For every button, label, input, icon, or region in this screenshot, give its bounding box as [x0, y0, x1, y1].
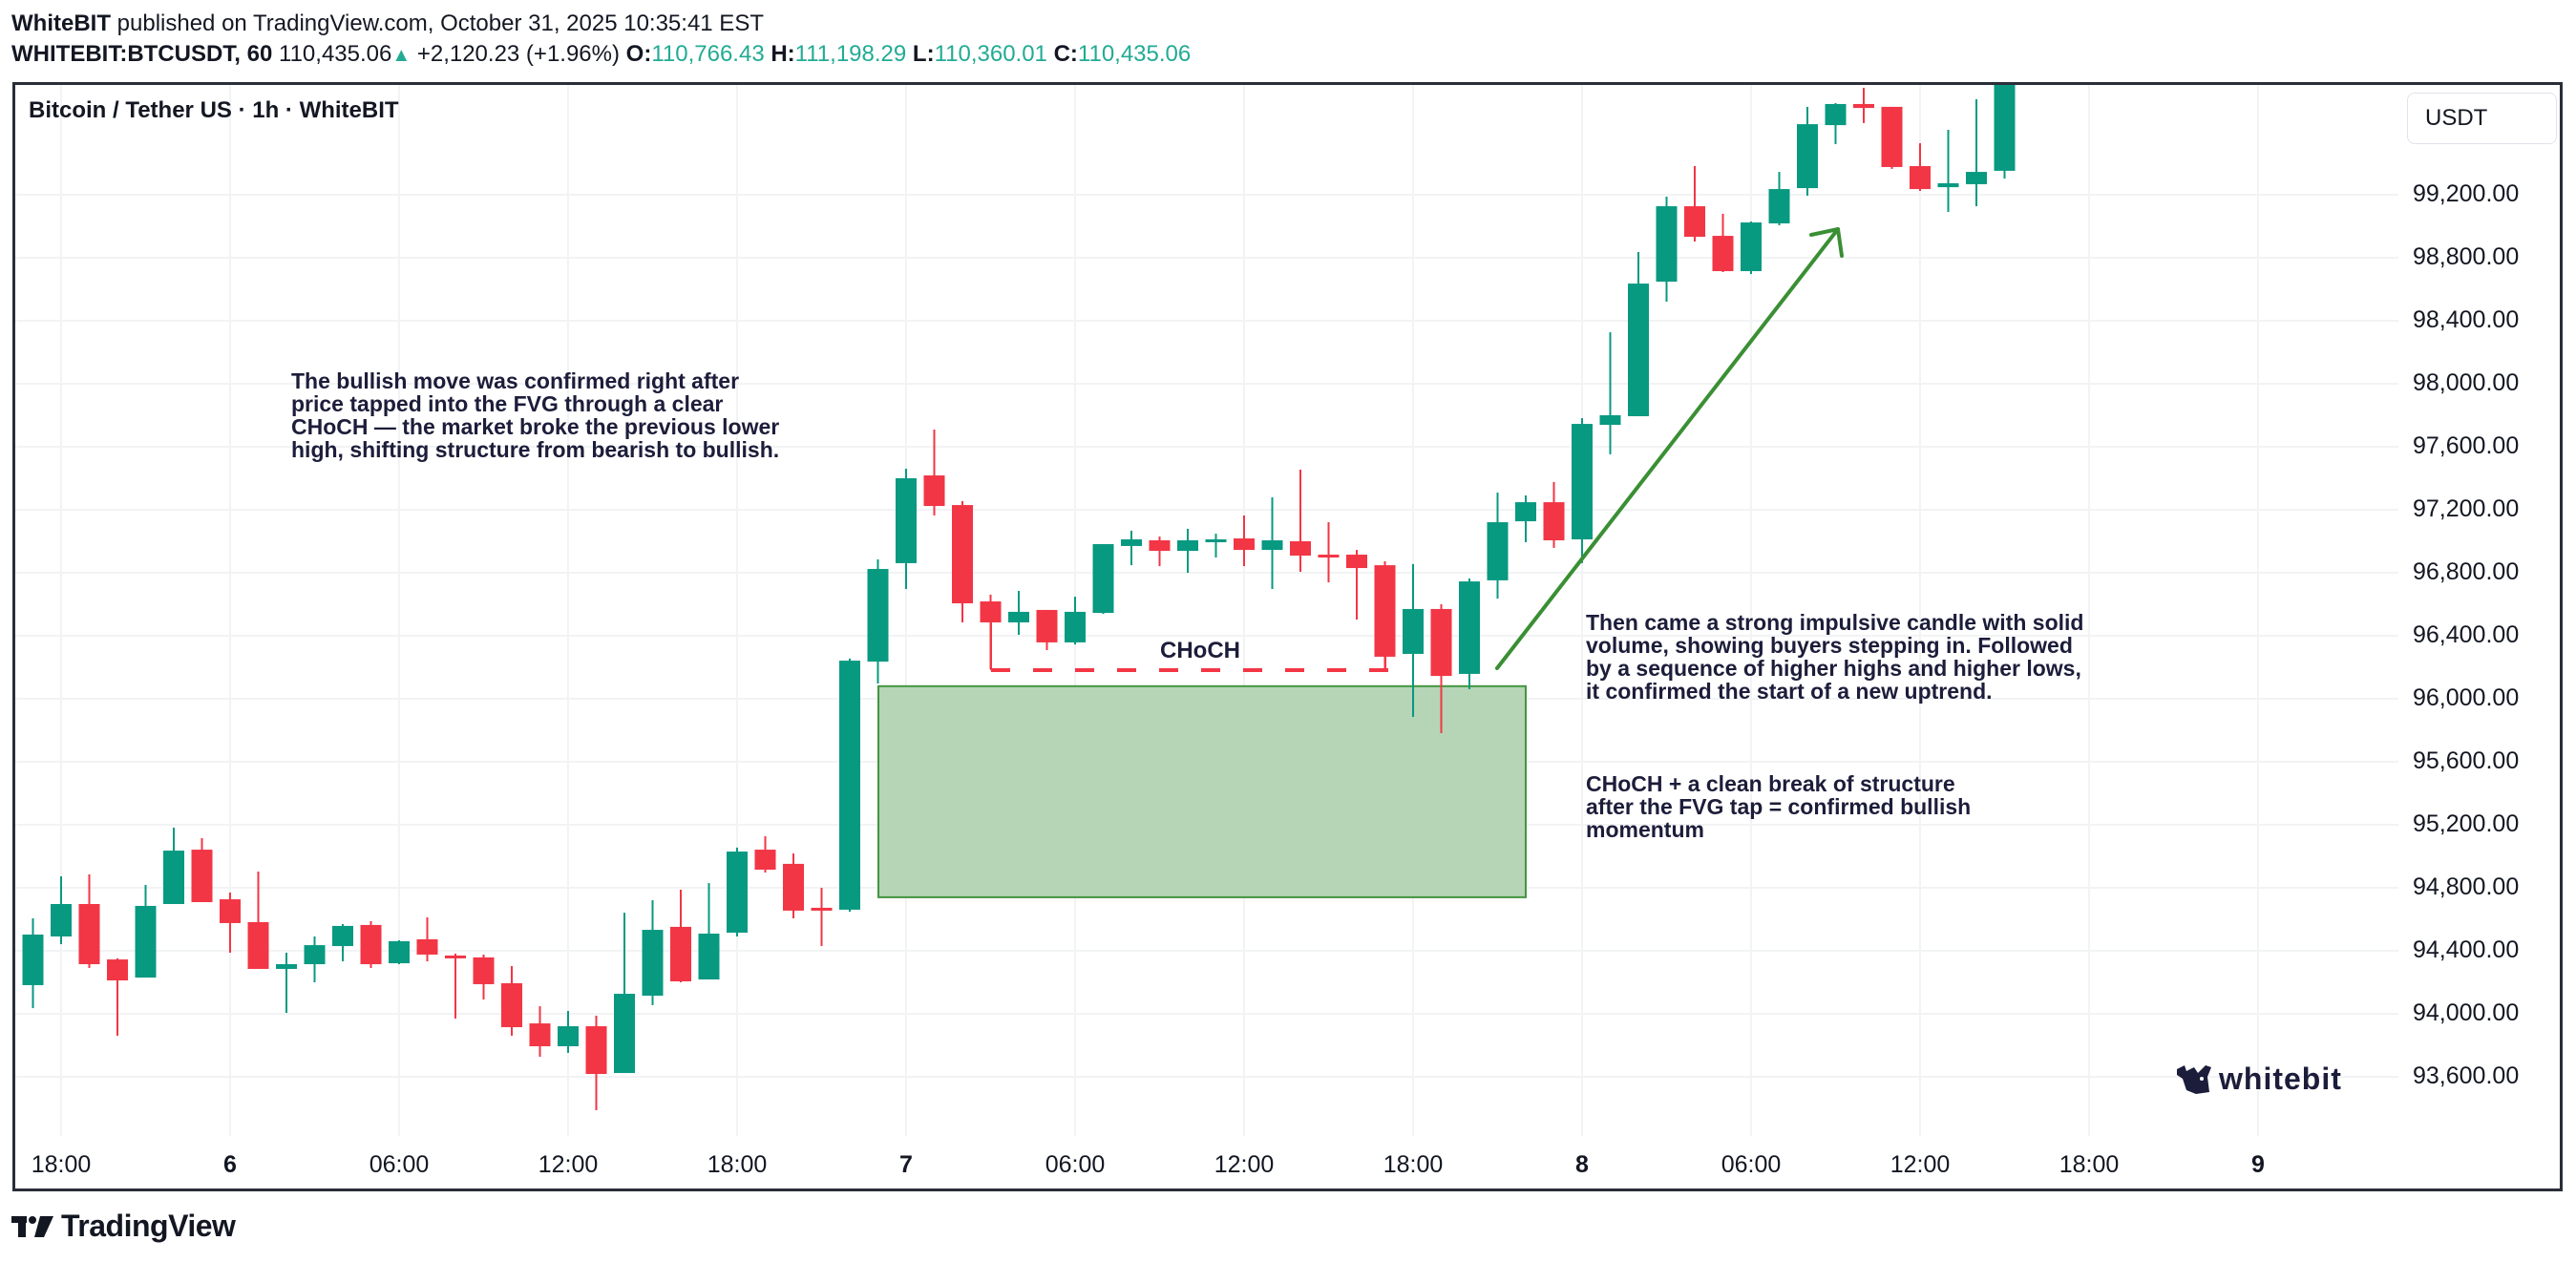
symbol-info-bar: WHITEBIT:BTCUSDT, 60 110,435.06▲ +2,120.… — [11, 40, 1191, 70]
time-tick-label: 18:00 — [707, 1151, 768, 1178]
choch-label: CHoCH — [1160, 638, 1240, 663]
price-tick-label: 98,800.00 — [2413, 243, 2520, 270]
whitebit-logo-icon — [2177, 1064, 2211, 1094]
publish-info: WhiteBIT published on TradingView.com, O… — [11, 10, 764, 38]
annotation-right-top: Then came a strong impulsive candle with… — [1586, 610, 2084, 704]
price-tick-label: 97,200.00 — [2413, 495, 2520, 522]
published-text: published on TradingView.com, October 31… — [110, 11, 764, 36]
up-arrow-icon: ▲ — [391, 45, 412, 66]
annotation-right-bottom: CHoCH + a clean break of structure after… — [1586, 771, 1972, 842]
annotation-left: The bullish move was confirmed right aft… — [291, 368, 780, 462]
time-tick-label: 7 — [899, 1151, 913, 1178]
time-tick-label: 18:00 — [1383, 1151, 1444, 1178]
price-tick-label: 97,600.00 — [2413, 432, 2520, 459]
time-tick-label: 6 — [223, 1151, 237, 1178]
tradingview-brand: TradingView — [61, 1209, 236, 1243]
time-tick-label: 9 — [2251, 1151, 2265, 1178]
price-tick-label: 96,400.00 — [2413, 621, 2520, 648]
symbol-label: WHITEBIT:BTCUSDT, 60 — [11, 41, 273, 67]
low-label: L: — [912, 41, 935, 67]
price-tick-label: 94,000.00 — [2413, 999, 2520, 1026]
price-tick-label: 96,000.00 — [2413, 684, 2520, 711]
time-tick-label: 18:00 — [31, 1151, 92, 1178]
price-tick-label: 93,600.00 — [2413, 1062, 2520, 1089]
fvg-zone[interactable] — [877, 684, 1527, 898]
open-value: 110,766.43 — [651, 41, 765, 67]
price-tick-label: 94,800.00 — [2413, 873, 2520, 900]
close-label: C: — [1053, 41, 1078, 67]
tradingview-logo-icon — [11, 1215, 53, 1237]
tradingview-logo[interactable]: TradingView — [11, 1209, 236, 1244]
trend-arrow[interactable] — [1495, 227, 1840, 670]
price-tick-label: 95,200.00 — [2413, 810, 2520, 837]
price-tick-label: 94,400.00 — [2413, 936, 2520, 963]
chart-frame — [12, 82, 2563, 1191]
time-tick-label: 18:00 — [2059, 1151, 2120, 1178]
currency-button[interactable]: USDT — [2407, 93, 2557, 144]
high-label: H: — [771, 41, 795, 67]
whitebit-watermark: whitebit — [2175, 1062, 2342, 1097]
low-value: 110,360.01 — [934, 41, 1047, 67]
chart-title: Bitcoin / Tether US · 1h · WhiteBIT — [29, 97, 399, 123]
time-tick-label: 06:00 — [1721, 1151, 1782, 1178]
time-tick-label: 8 — [1575, 1151, 1589, 1178]
high-value: 111,198.29 — [794, 41, 907, 67]
time-tick-label: 12:00 — [1890, 1151, 1951, 1178]
whitebit-watermark-text: whitebit — [2219, 1062, 2342, 1096]
time-tick-label: 12:00 — [538, 1151, 599, 1178]
price-tick-label: 98,000.00 — [2413, 369, 2520, 396]
last-price: 110,435.06 — [279, 41, 392, 67]
publisher-name: WhiteBIT — [11, 11, 111, 36]
time-tick-label: 12:00 — [1214, 1151, 1275, 1178]
price-tick-label: 96,800.00 — [2413, 558, 2520, 585]
price-tick-label: 95,600.00 — [2413, 747, 2520, 774]
price-tick-label: 99,200.00 — [2413, 180, 2520, 207]
time-tick-label: 06:00 — [369, 1151, 430, 1178]
price-tick-label: 98,400.00 — [2413, 306, 2520, 333]
close-value: 110,435.06 — [1077, 41, 1192, 67]
price-change: +2,120.23 (+1.96%) — [416, 41, 620, 67]
time-tick-label: 06:00 — [1045, 1151, 1106, 1178]
open-label: O: — [625, 41, 652, 67]
